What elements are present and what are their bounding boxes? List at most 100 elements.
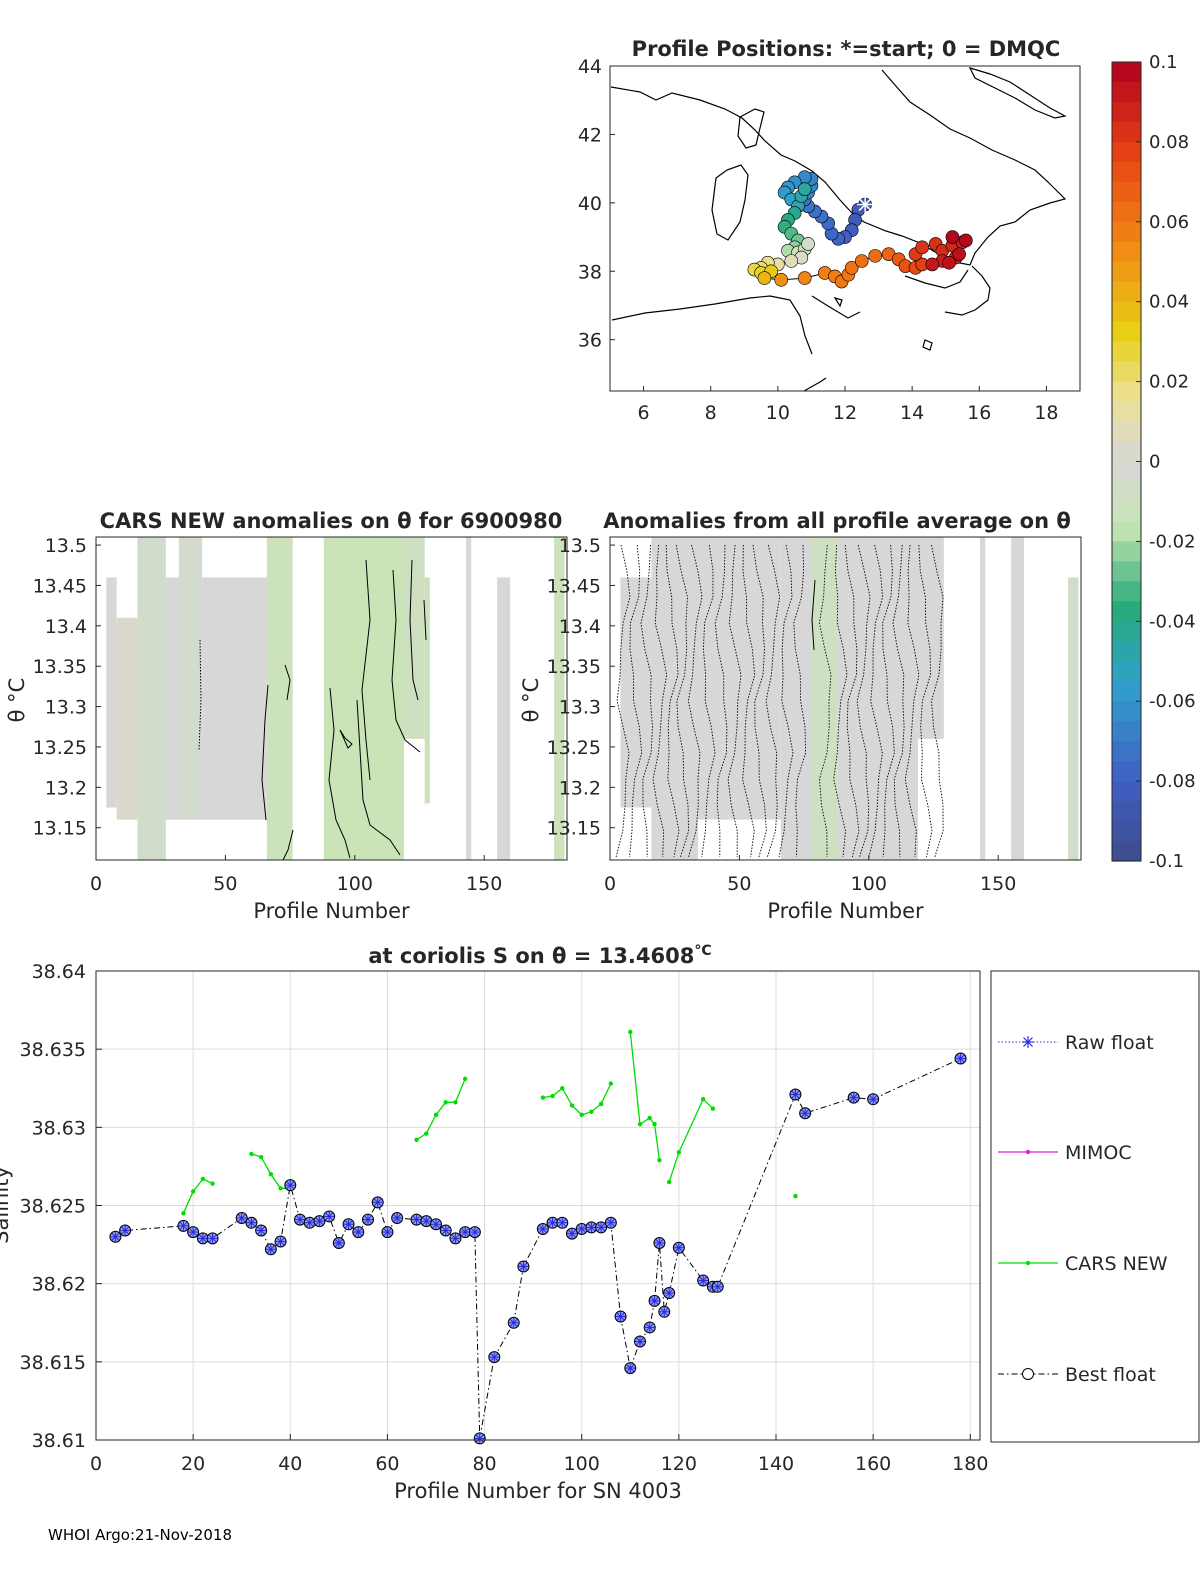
raw-float-star [354,1228,363,1236]
float-point [546,1216,559,1229]
float-point [711,1280,724,1293]
colorbar-band [1112,161,1141,183]
float-point [507,1316,520,1329]
colorbar-band [1112,581,1141,602]
heatmap-ytick-label: 13.5 [45,535,87,557]
colorbar-band [1112,641,1141,662]
track-point [844,261,859,275]
avg-anomaly-axes-frame [609,536,1082,861]
salinity-xtick-label: 20 [181,1453,205,1475]
salinity-xlabel: Profile Number for SN 4003 [394,1479,682,1503]
track-point [797,182,812,196]
colorbar-band [1112,301,1141,323]
cars-new-point [190,1189,196,1194]
dotted-contour [665,544,680,858]
dotted-contour [714,544,728,858]
track-point [952,247,966,261]
float-point [313,1215,326,1228]
track-point [757,271,772,285]
dotted-contour [701,544,716,858]
colorbar-band [1112,281,1141,303]
cars-new-line [542,1083,612,1116]
cars-anomaly-axis: 0 50 100 150 13.15 13.2 13.25 13.3 13.35 13.4 13.4… [5,535,502,923]
float-point [604,1216,617,1229]
salinity-ytick-label: 38.63 [32,1117,86,1139]
raw-float-star [276,1237,285,1246]
salinity-ylabel: Salinity [0,1166,13,1244]
raw-float-star [636,1337,644,1346]
map-axes-frame [609,65,1081,392]
float-point [352,1226,365,1239]
colorbar-tick-label: 0.1 [1149,52,1178,73]
cars-new-line [182,1178,213,1214]
colorbar: 0.1 0.08 0.06 0.04 0.02 0 -0.02 -0.04 -0.06 -0.08… [1111,52,1196,872]
salinity-xtick-label: 100 [564,1453,600,1475]
dotted-contour [818,544,832,858]
cars-new-point [652,1122,657,1127]
map-panel: Profile Positions: *=start; 0 = DMQC 6 8 1… [578,37,1081,424]
colorbar-tick-label: -0.04 [1149,611,1196,632]
map-ytick-label: 36 [578,330,602,352]
map-xtick-label: 12 [833,402,857,424]
raw-float-star [665,1289,673,1297]
raw-float-star [121,1226,129,1235]
cars-new-line [668,1098,714,1183]
cars-new-point [462,1076,468,1082]
float-point [799,1107,812,1120]
float-point [663,1287,676,1300]
track-point [868,249,883,263]
cars-new-line [629,1031,661,1161]
cars-anomaly-title: CARS NEW anomalies on θ for 6900980 [100,509,563,533]
colorbar-band [1112,62,1141,83]
map-ytick-label: 40 [578,193,602,215]
colorbar-band [1112,121,1141,143]
float-point [245,1216,258,1229]
cars-new-point [700,1096,706,1102]
heatmap-cell [202,577,267,820]
float-point [284,1179,297,1192]
heatmap-xtick-label: 150 [466,873,502,895]
start-marker [857,196,874,213]
heatmap-xtick-label: 100 [337,873,373,895]
legend-cars-point [1025,1260,1031,1266]
float-point [575,1222,588,1235]
heatmap-cell [466,537,472,860]
raw-float-star [335,1239,343,1247]
raw-float-star [558,1218,567,1227]
map-ytick-label: 44 [578,56,602,78]
float-point [672,1241,685,1254]
track-point [774,273,789,287]
track-point [925,257,940,272]
heatmap-ytick-label: 13.25 [33,737,87,759]
cars-new-point [424,1131,429,1136]
cars-new-point [637,1122,643,1127]
raw-float-star [237,1214,246,1222]
cars-new-point [181,1211,186,1216]
track-point [797,271,812,285]
colorbar-tick-label: -0.1 [1149,851,1184,872]
heatmap-ytick-label: 13.2 [45,777,87,799]
colorbar-band [1112,501,1141,523]
heatmap-cell [651,537,698,860]
raw-float-star [490,1353,499,1361]
heatmap-cell [1011,537,1025,860]
raw-float-star [519,1262,528,1271]
float-point [255,1224,268,1237]
colorbar-band [1112,741,1141,762]
colorbar-band [1112,701,1141,722]
cars-new-point [433,1112,439,1118]
cars-new-point [569,1103,575,1108]
heatmap-cell [837,537,918,860]
raw-float-star [267,1245,275,1254]
heatmap-ytick-label: 13.45 [547,575,601,597]
cars-new-point [249,1151,254,1157]
raw-float-star [475,1434,484,1443]
float-point [264,1243,277,1256]
salinity-xtick-label: 180 [952,1453,988,1475]
legend-item: MIMOC [998,1142,1132,1164]
raw-float-star [383,1228,392,1236]
cars-new-point [453,1100,458,1105]
float-point [847,1091,860,1104]
colorbar-band [1112,821,1141,842]
legend-label: Best float [1065,1364,1156,1386]
